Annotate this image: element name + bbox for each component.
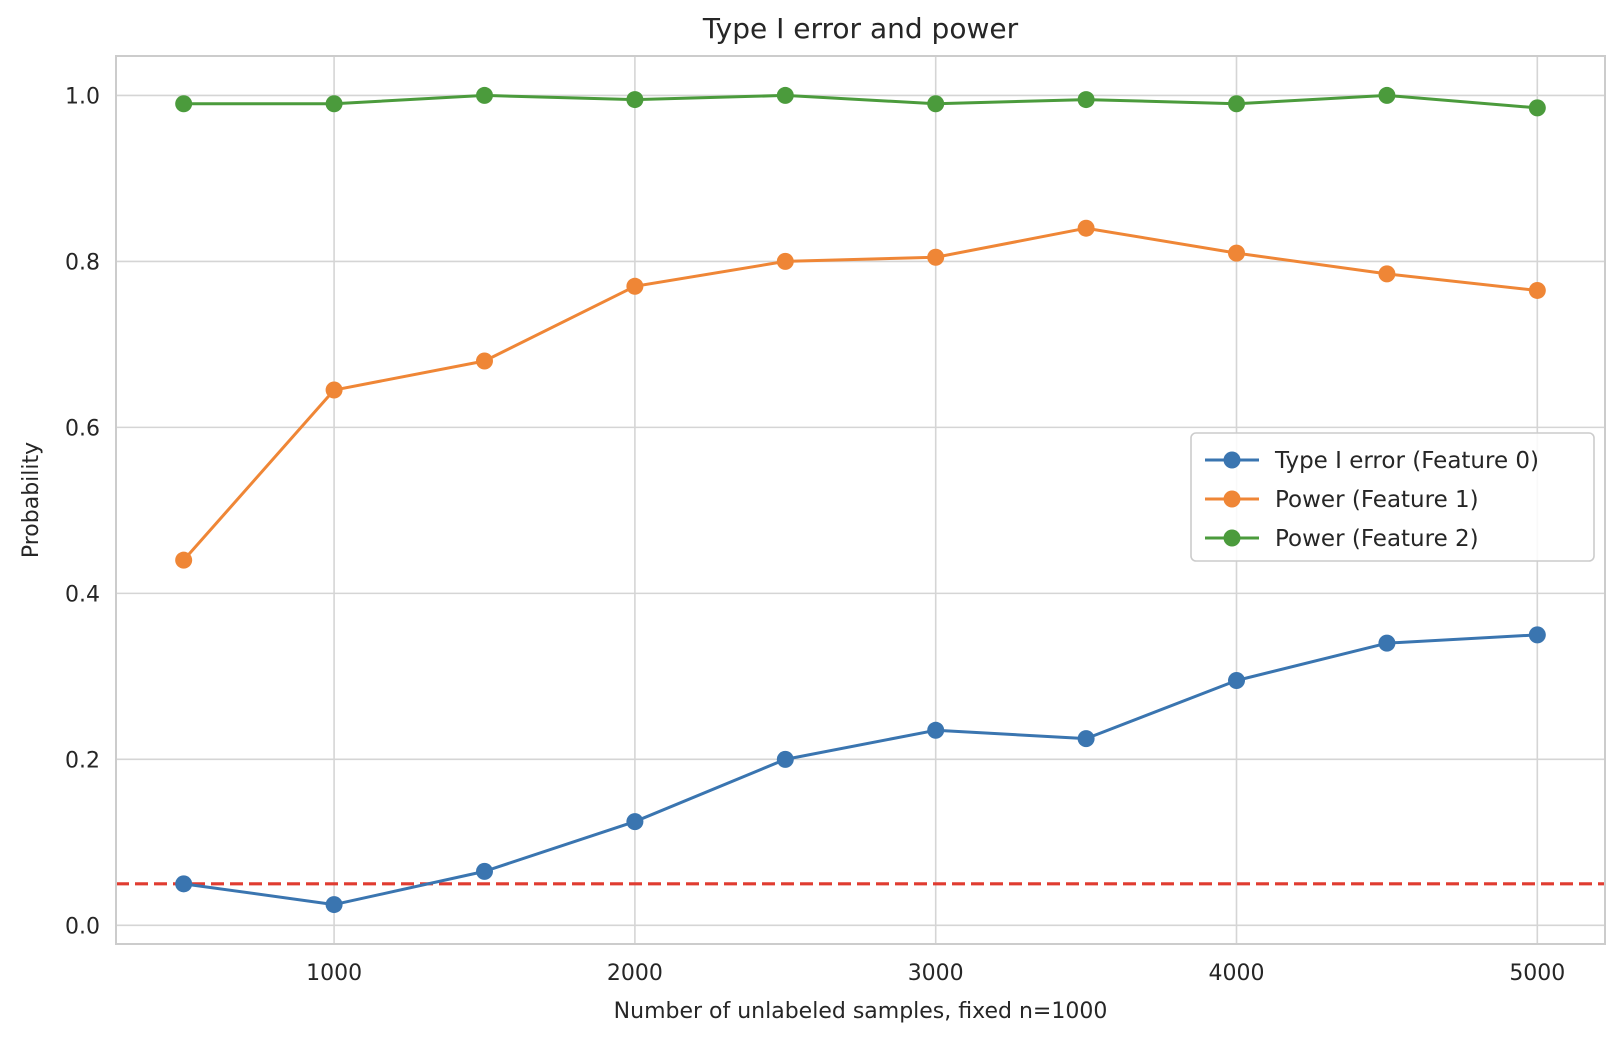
series-line [182, 226, 1538, 562]
data-point [1528, 626, 1546, 644]
data-point [1228, 244, 1246, 262]
x-tick-label: 5000 [1509, 961, 1565, 986]
data-point [325, 381, 343, 399]
x-tick-label: 3000 [908, 961, 964, 986]
data-point [475, 862, 493, 880]
data-point [626, 813, 644, 831]
chart-title: Type I error and power [702, 12, 1019, 45]
series-group [175, 86, 1546, 914]
data-point [776, 86, 794, 104]
legend-marker [1223, 451, 1241, 469]
x-tick-label: 1000 [306, 961, 362, 986]
tick-labels: 1000 2000 3000 4000 5000 0.0 0.2 0.4 0.6 0.8 1.0 [65, 84, 1565, 986]
series-line [183, 93, 1538, 110]
data-point [175, 875, 193, 893]
data-point [1378, 265, 1396, 283]
legend-box [1190, 432, 1595, 562]
data-point [1528, 99, 1546, 117]
data-point [475, 352, 493, 370]
data-point [1077, 91, 1095, 109]
y-tick-label: 0.0 [65, 914, 100, 939]
legend: Type I error (Feature 0) Power (Feature 1… [1190, 432, 1595, 562]
legend-item: Type I error (Feature 0) [1205, 448, 1539, 474]
y-tick-label: 0.6 [65, 416, 100, 441]
series-1 [175, 219, 1546, 569]
data-point [1378, 634, 1396, 652]
data-point [475, 86, 493, 104]
data-point [1228, 672, 1246, 690]
series-line [183, 633, 1538, 907]
series-2 [175, 86, 1546, 117]
legend-marker [1223, 529, 1241, 547]
legend-item: Power (Feature 2) [1205, 526, 1479, 552]
x-axis-label: Number of unlabeled samples, fixed n=100… [614, 999, 1108, 1024]
y-tick-label: 1.0 [65, 84, 100, 109]
data-point [175, 551, 193, 569]
legend-marker [1223, 490, 1241, 508]
y-axis-label: Probability [19, 442, 44, 558]
x-tick-label: 2000 [607, 961, 663, 986]
data-point [1528, 281, 1546, 299]
legend-item: Power (Feature 1) [1205, 487, 1479, 513]
x-tick-label: 4000 [1209, 961, 1265, 986]
data-point [1378, 86, 1396, 104]
y-tick-label: 0.2 [65, 748, 100, 773]
data-point [626, 91, 644, 109]
data-point [1228, 95, 1246, 113]
data-point [927, 721, 945, 739]
legend-label: Power (Feature 2) [1275, 526, 1479, 552]
data-point [1077, 730, 1095, 748]
legend-label: Power (Feature 1) [1275, 487, 1479, 513]
y-tick-label: 0.8 [65, 250, 100, 275]
series-0 [175, 626, 1546, 914]
y-tick-label: 0.4 [65, 582, 100, 607]
data-point [776, 750, 794, 768]
data-point [175, 95, 193, 113]
axes-frame [115, 55, 1606, 945]
legend-label: Type I error (Feature 0) [1274, 448, 1539, 474]
data-point [626, 277, 644, 295]
data-point [776, 252, 794, 270]
data-point [325, 896, 343, 914]
data-point [1077, 219, 1095, 237]
data-point [927, 248, 945, 266]
data-point [325, 95, 343, 113]
data-point [927, 95, 945, 113]
